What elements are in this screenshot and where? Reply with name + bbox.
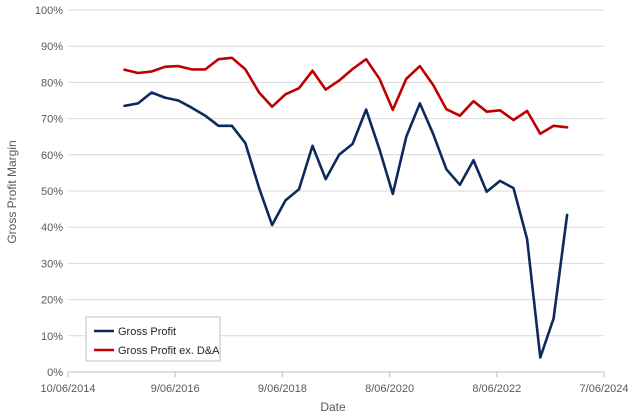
y-tick-label: 50% [41,186,63,198]
y-tick-label: 100% [35,5,63,17]
legend-box [85,316,221,362]
y-tick-label: 0% [47,367,63,379]
y-tick-label: 60% [41,150,63,162]
series-line-gross-profit [123,91,569,359]
legend-label-gross-profit-ex-da: Gross Profit ex. D&A [118,345,220,357]
y-tick-label: 40% [41,222,63,234]
y-tick-label: 90% [41,41,63,53]
x-axis: 10/06/2014 9/06/2016 9/06/2018 8/06/2020 8/0… [40,371,629,395]
y-tick-label: 70% [41,114,63,126]
x-tick-label: 7/06/2024 [580,383,629,395]
series-layer [123,56,569,359]
x-axis-title: Date [320,400,346,414]
y-tick-label: 80% [41,77,63,89]
x-tick-label: 8/06/2020 [365,383,414,395]
y-axis-title: Gross Profit Margin [5,140,19,243]
x-tick-label: 9/06/2018 [258,383,307,395]
y-tick-label: 20% [41,295,63,307]
y-tick-label: 10% [41,331,63,343]
legend: Gross Profit Gross Profit ex. D&A [85,316,221,362]
legend-label-gross-profit: Gross Profit [118,326,176,338]
y-axis-tick-labels: 0% 10% 20% 30% 40% 50% 60% 70% 80% 90% 100% [35,5,63,379]
y-tick-label: 30% [41,258,63,270]
gridlines [68,9,604,337]
x-tick-label: 8/06/2022 [472,383,521,395]
series-line-gross-profit-ex-d-a [123,56,569,136]
x-tick-label: 10/06/2014 [40,383,95,395]
x-tick-label: 9/06/2016 [151,383,200,395]
